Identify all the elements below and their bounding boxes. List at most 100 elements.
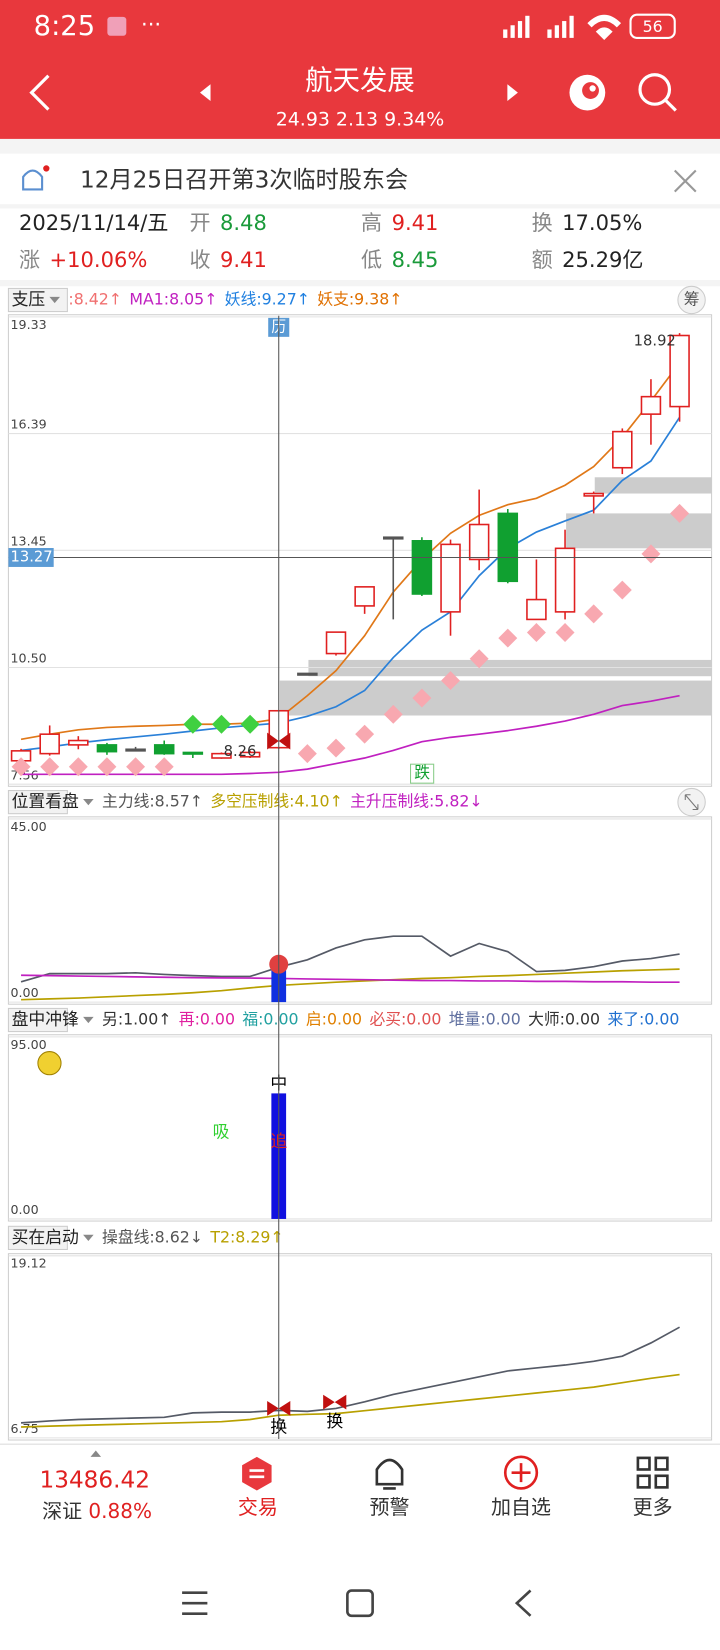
indicator: T2:8.29↑ xyxy=(209,1227,283,1246)
candle-body xyxy=(440,543,461,613)
tab-label[interactable]: 预警 xyxy=(369,1495,409,1519)
signal-diamond xyxy=(297,744,317,764)
next-stock[interactable] xyxy=(507,84,518,102)
tab-label[interactable]: 加自选 xyxy=(491,1495,551,1519)
signal-diamond xyxy=(526,623,546,642)
tab-icons xyxy=(242,1455,669,1491)
indicator-line xyxy=(21,694,680,776)
quote-label: 开 xyxy=(189,210,210,235)
indicator-line xyxy=(21,1373,680,1428)
indicator: 启:0.00 xyxy=(306,1010,362,1029)
notice-close[interactable] xyxy=(673,169,697,193)
indicator: 大师:0.00 xyxy=(528,1010,600,1029)
panel-name: 买在启动 xyxy=(12,1227,79,1247)
prev-stock[interactable] xyxy=(200,84,211,102)
candle-body xyxy=(669,334,690,408)
signal-diamond xyxy=(240,714,260,734)
nav-home[interactable] xyxy=(346,1589,374,1618)
panel-selector[interactable] xyxy=(7,790,68,815)
chip-button-label: 筹 xyxy=(684,290,700,309)
notice-text[interactable]: 12月25日召开第3次临时股东会 xyxy=(80,168,408,194)
candle-body xyxy=(554,547,576,613)
candle-body xyxy=(182,751,204,755)
signal-diamond xyxy=(355,724,375,744)
mascot-button[interactable] xyxy=(569,74,606,111)
signal-diamond xyxy=(212,714,231,734)
annotation: 吸 xyxy=(213,1122,230,1142)
chip-button[interactable] xyxy=(677,285,706,315)
panel-selector[interactable] xyxy=(7,1225,68,1250)
indicator: 妖支:9.38↑ xyxy=(317,290,402,309)
quote-label: 收 xyxy=(189,247,210,272)
panel-selector[interactable] xyxy=(7,1007,68,1033)
y-tick-label: 19.33 xyxy=(11,317,47,332)
quote-label: 低 xyxy=(361,247,382,272)
panel-frame xyxy=(7,816,713,1005)
quote-value: 8.45 xyxy=(392,247,439,272)
signal-diamond xyxy=(40,757,60,777)
indicator-line xyxy=(20,935,680,983)
divider xyxy=(0,138,720,154)
quote-value: 25.29亿 xyxy=(562,247,643,272)
indicator-line xyxy=(21,974,680,984)
stock-title: 航天发展 xyxy=(305,66,414,97)
tab-label[interactable]: 交易 xyxy=(238,1495,278,1519)
indicator: :8.42↑ xyxy=(68,290,122,309)
signal-diamond xyxy=(97,757,117,777)
stock-quote: 24.93 2.13 9.34% xyxy=(276,109,445,131)
candle-body xyxy=(39,733,60,755)
support-band xyxy=(308,659,712,677)
candle-body xyxy=(325,631,347,655)
candle-body xyxy=(411,540,433,595)
signal-diamond xyxy=(612,580,632,600)
battery-level: 56 xyxy=(643,17,663,36)
indicator-line xyxy=(21,968,680,1001)
quote-label: 涨 xyxy=(19,247,40,272)
candle-body xyxy=(640,395,662,415)
search-button[interactable] xyxy=(638,73,677,112)
panel-frame xyxy=(7,1253,713,1441)
candle-body xyxy=(612,430,633,469)
panel-name: 盘中冲锋 xyxy=(12,1009,79,1029)
signal-diamond xyxy=(498,628,518,648)
indicator-line xyxy=(20,1326,680,1424)
indicator-line xyxy=(20,362,681,741)
back-button[interactable] xyxy=(29,74,50,111)
divider xyxy=(0,280,720,287)
panel-name: 位置看盘 xyxy=(12,791,79,811)
y-tick-label: 6.75 xyxy=(11,1421,39,1436)
expand-arrow[interactable] xyxy=(90,1450,102,1457)
signal-diamond xyxy=(126,757,146,777)
signal-diamond xyxy=(68,757,88,777)
battery xyxy=(629,13,676,39)
crosshair-label: 13.27 xyxy=(11,548,53,565)
signal-diamond xyxy=(584,604,604,624)
quote-value: 17.05% xyxy=(562,210,642,235)
support-band xyxy=(566,513,712,549)
quote-value: 9.41 xyxy=(220,247,267,272)
nav-menu[interactable] xyxy=(182,1591,208,1615)
candle-body xyxy=(297,672,318,676)
candle-body xyxy=(96,744,118,753)
candle-body xyxy=(383,536,404,540)
candle-body xyxy=(239,751,261,758)
quote-label: 高 xyxy=(361,210,382,235)
high-label: 18.92 xyxy=(634,333,676,350)
indicator: 操盘线:8.62↓ xyxy=(102,1227,203,1246)
notice-dot xyxy=(43,165,50,172)
indicator: 再:0.00 xyxy=(179,1010,235,1029)
tab-label[interactable]: 更多 xyxy=(633,1495,673,1519)
index-name: 深证 xyxy=(42,1499,82,1523)
indicator: 必买:0.00 xyxy=(369,1010,441,1029)
signal-diamond xyxy=(469,649,489,669)
y-tick-label: 45.00 xyxy=(11,819,47,834)
quote-value: 8.48 xyxy=(220,210,267,235)
panel-selector[interactable] xyxy=(7,287,68,313)
y-tick-label: 0.00 xyxy=(11,985,39,1000)
indicator: 另:1.00↑ xyxy=(102,1010,171,1029)
indicator: 主升压制线:5.82↓ xyxy=(350,792,482,811)
bottom-marker-bg xyxy=(410,763,435,784)
nav-back[interactable] xyxy=(514,1589,532,1617)
candle-body xyxy=(153,744,175,755)
